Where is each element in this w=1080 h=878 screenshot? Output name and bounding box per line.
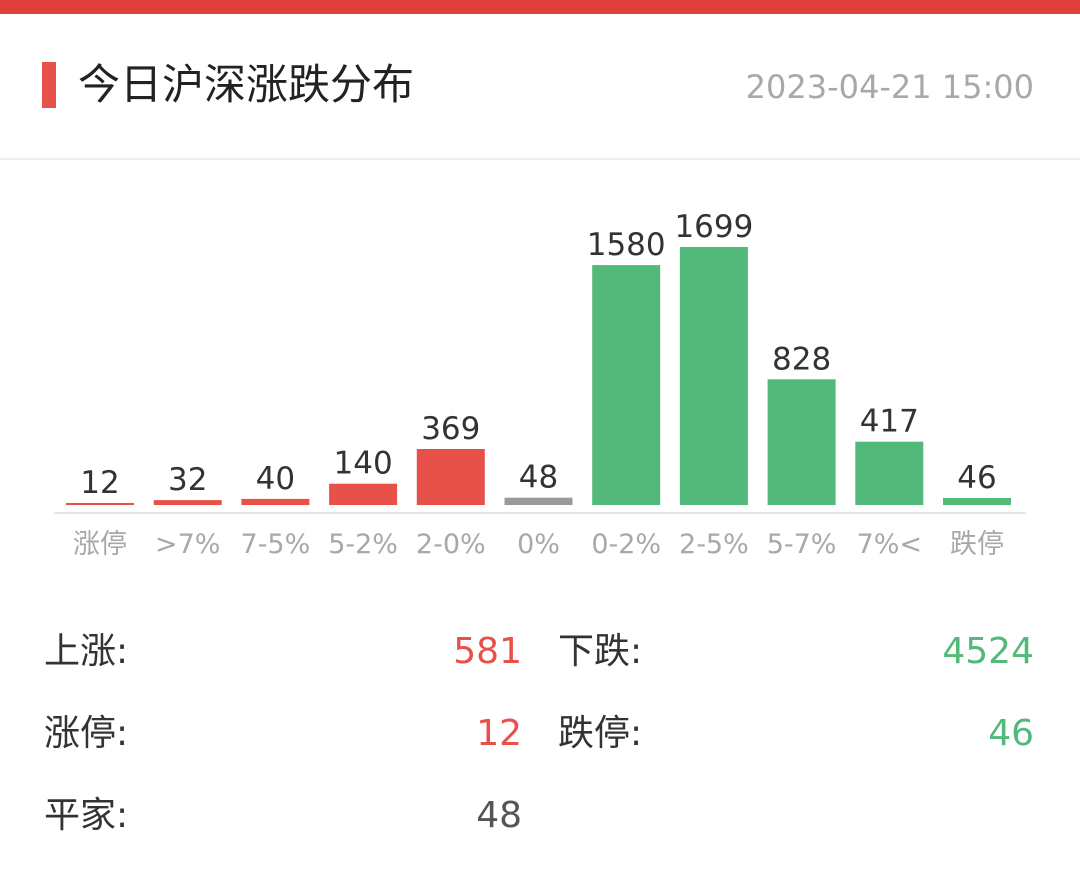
- down-count-value: 4524: [942, 631, 1034, 672]
- bar-5: [504, 497, 573, 505]
- bar-1: [153, 500, 222, 505]
- down-count-label: 下跌:: [558, 631, 643, 672]
- up-count-label: 上涨:: [44, 631, 129, 672]
- card-header: 今日沪深涨跌分布 2023-04-21 15:00: [0, 14, 1080, 160]
- category-label-8: 5-7%: [767, 529, 837, 560]
- bar-8: [767, 379, 836, 505]
- limit-up-label: 涨停:: [44, 713, 129, 754]
- bar-7: [679, 247, 748, 505]
- bar-2: [241, 498, 310, 505]
- category-label-3: 5-2%: [328, 529, 398, 560]
- bar-3: [329, 483, 398, 505]
- bar-10: [943, 498, 1011, 505]
- bar-value-label-9: 417: [860, 404, 919, 440]
- category-label-1: >7%: [155, 529, 220, 560]
- bar-value-label-0: 12: [80, 465, 119, 501]
- bar-0: [66, 503, 134, 505]
- category-label-6: 0-2%: [591, 529, 661, 560]
- limit-down-value: 46: [988, 713, 1034, 754]
- timestamp: 2023-04-21 15:00: [745, 68, 1034, 106]
- up-count-value: 581: [453, 631, 522, 672]
- bar-value-label-2: 40: [256, 461, 295, 497]
- bar-value-label-10: 46: [957, 460, 996, 496]
- limit-down-label: 跌停:: [558, 713, 643, 754]
- flat-count-value: 48: [476, 795, 522, 836]
- title-accent-marker: [42, 62, 56, 108]
- category-label-5: 0%: [517, 529, 560, 560]
- bar-value-label-3: 140: [334, 446, 393, 482]
- bar-value-label-8: 828: [772, 341, 831, 377]
- bar-value-label-6: 1580: [587, 227, 666, 263]
- distribution-bar-chart: 12 涨停 32 >7% 40 7-5% 140 5-2% 369 2-0% 48 0% 1580 0-2…: [54, 209, 1026, 560]
- bar-9: [855, 441, 924, 505]
- bar-value-label-4: 369: [421, 411, 480, 447]
- category-label-4: 2-0%: [416, 529, 486, 560]
- bar-4: [416, 449, 485, 505]
- page-title: 今日沪深涨跌分布: [78, 60, 415, 109]
- stats-panel: 上涨: 581 下跌: 4524 涨停: 12 跌停: 46 平家: 48: [0, 600, 1080, 860]
- bar-value-label-5: 48: [519, 460, 558, 496]
- category-label-10: 跌停: [950, 529, 1004, 560]
- category-label-7: 2-5%: [679, 529, 749, 560]
- category-label-0: 涨停: [73, 529, 127, 560]
- bar-6: [592, 265, 661, 505]
- top-accent-bar: [0, 0, 1080, 14]
- category-label-9: 7%<: [857, 529, 922, 560]
- flat-count-label: 平家:: [44, 795, 129, 836]
- category-label-2: 7-5%: [241, 529, 311, 560]
- bar-value-label-7: 1699: [674, 209, 753, 245]
- limit-up-value: 12: [476, 713, 522, 754]
- bar-value-label-1: 32: [168, 462, 207, 498]
